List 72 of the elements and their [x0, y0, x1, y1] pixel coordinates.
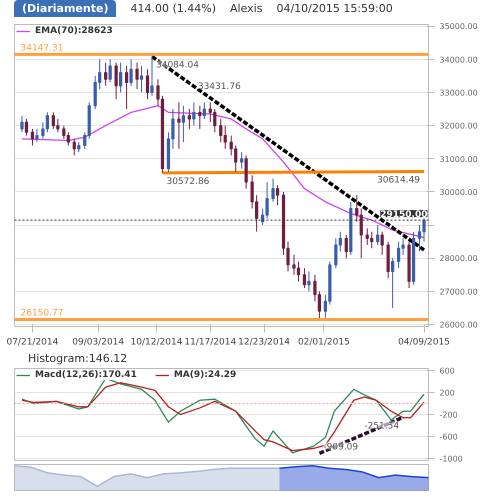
candlestick [202, 102, 206, 120]
candlestick [198, 105, 202, 130]
candlestick [77, 142, 80, 153]
candlestick [396, 241, 400, 269]
candlestick [35, 128, 39, 143]
candlestick [380, 231, 384, 256]
candlestick [192, 102, 196, 126]
candlestick [124, 65, 128, 110]
text: Histogram:146.12 [28, 352, 128, 365]
candlestick [177, 102, 181, 150]
candlestick [118, 62, 122, 93]
candlestick [30, 128, 34, 146]
x-tick-label: 02/01/2015 [298, 338, 350, 348]
y-tick-label: 27000.00 [440, 287, 478, 296]
candlestick [135, 62, 139, 90]
y-tick-label: 31000.00 [440, 154, 478, 164]
y-tick-label: 28000.00 [440, 254, 478, 264]
annotation: 30614.49 [377, 176, 420, 186]
candlestick [265, 181, 269, 219]
y-tick-label: -200 [440, 410, 458, 420]
legend-label: Macd(12,26):170.41 [35, 370, 137, 380]
candlestick [129, 58, 133, 86]
y-tick-label: 32000.00 [440, 122, 478, 131]
candlestick [24, 118, 28, 136]
candlestick [188, 108, 191, 130]
candlestick [182, 105, 186, 143]
candlestick [296, 261, 300, 282]
chart-title: (Diariamente) [14, 0, 116, 17]
y-tick-label: 30000.00 [440, 188, 478, 197]
legend-label: EMA(70):28623 [35, 26, 113, 36]
y-tick-label: 35000.00 [440, 22, 478, 32]
candlestick [391, 258, 394, 308]
y-tick-label: 34000.00 [440, 55, 478, 64]
y-tick-label: 600 [440, 366, 455, 376]
candlestick [140, 65, 144, 93]
candlestick [271, 178, 275, 202]
candlestick [376, 224, 380, 246]
y-tick-label: 26000.00 [440, 320, 478, 330]
y-tick-label: 33000.00 [440, 88, 478, 98]
x-tick-label: 11/17/2014 [184, 338, 236, 348]
candlestick [344, 234, 348, 259]
candlestick [302, 268, 306, 289]
candlestick [276, 184, 280, 206]
y-tick-label: 200 [440, 388, 455, 398]
candlestick [108, 58, 112, 84]
candlestick [20, 115, 24, 133]
candlestick [114, 62, 118, 100]
candlestick [292, 254, 296, 276]
candlestick [150, 56, 154, 96]
y-tick-label: -600 [440, 432, 458, 442]
x-tick-label: 09/03/2014 [72, 338, 124, 348]
candlestick [72, 138, 76, 156]
ref-line-label: 34147.31 [20, 43, 64, 54]
annotation: 33431.76 [198, 82, 242, 92]
line-series [21, 105, 425, 238]
candlestick [146, 68, 150, 100]
candlestick [46, 112, 49, 133]
candlestick [104, 62, 108, 86]
candlestick [307, 270, 311, 292]
x-tick-label: 10/12/2014 [130, 338, 183, 348]
x-tick-label: 12/23/2014 [238, 338, 290, 348]
annotation: 30572.86 [166, 176, 210, 187]
ref-line-label: 26150.77 [20, 308, 64, 319]
candlestick [240, 152, 244, 170]
candlestick [244, 154, 248, 190]
x-tick-label: 07/21/2014 [6, 338, 59, 348]
text: 04/10/2015 15:59:00 [276, 2, 393, 15]
y-tick-label: -1000 [440, 454, 463, 464]
text: 414.00 (1.44%) [130, 2, 216, 15]
legend-label: MA(9):24.29 [174, 370, 236, 380]
text: Alexis [230, 2, 262, 15]
x-tick-label: 04/09/2015 [398, 338, 450, 348]
